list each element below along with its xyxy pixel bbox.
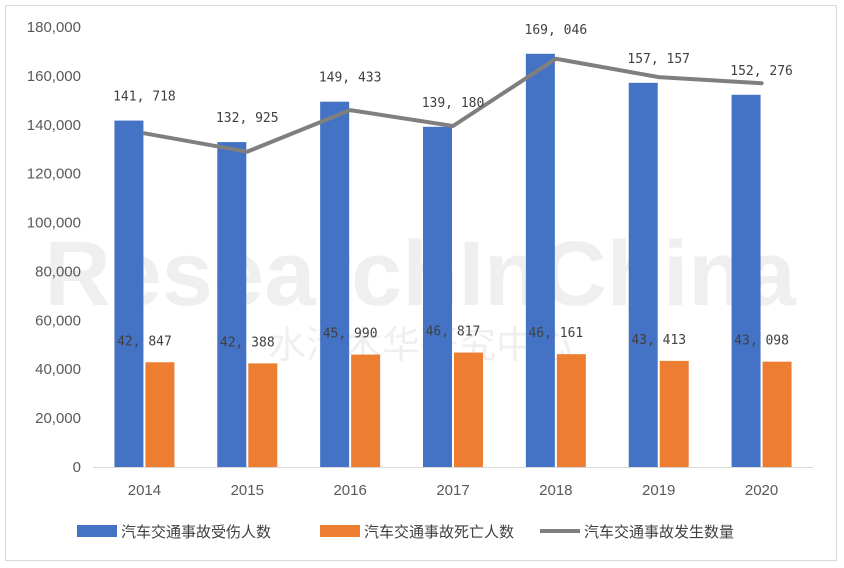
- y-tick-label: 100,000: [27, 215, 81, 232]
- death-bar: [145, 362, 175, 467]
- death-data-label: 43, 098: [734, 334, 789, 349]
- injured-bar: [217, 142, 247, 468]
- legend-label: 汽车交通事故死亡人数: [364, 523, 514, 541]
- injured-data-label: 169, 046: [525, 23, 588, 38]
- x-tick-label: 2019: [642, 482, 675, 499]
- legend: 汽车交通事故受伤人数 汽车交通事故死亡人数 汽车交通事故发生数量: [77, 523, 734, 541]
- legend-swatch-bar: [320, 525, 360, 537]
- x-axis: 2014 2015 2016 2017 2018 2019 2020: [93, 467, 813, 499]
- x-tick-label: 2017: [436, 482, 469, 499]
- y-tick-label: 160,000: [27, 68, 81, 85]
- death-data-label: 42, 388: [220, 335, 275, 350]
- death-bar: [556, 354, 586, 467]
- x-tick-label: 2014: [128, 482, 161, 499]
- accidents-line: [142, 56, 764, 154]
- death-data-label: 43, 413: [631, 333, 686, 348]
- chart-frame: [5, 5, 837, 561]
- legend-label: 汽车交通事故受伤人数: [121, 523, 271, 541]
- y-tick-label: 40,000: [35, 361, 81, 378]
- y-tick-label: 120,000: [27, 166, 81, 183]
- injured-bar: [525, 53, 555, 468]
- legend-label: 汽车交通事故发生数量: [584, 523, 734, 541]
- injured-bar: [731, 94, 761, 467]
- y-tick-label: 80,000: [35, 263, 81, 280]
- y-axis: 0 20,000 40,000 60,000 80,000 100,000 120,000 1…: [27, 19, 81, 476]
- line-series-group: [142, 56, 764, 154]
- y-tick-label: 20,000: [35, 410, 81, 427]
- injured-data-label: 132, 925: [216, 111, 279, 126]
- watermark: ResearchInChina 水清木华研究中心: [44, 223, 796, 367]
- y-tick-label: 140,000: [27, 117, 81, 134]
- death-bar: [351, 354, 381, 467]
- y-tick-label: 180,000: [27, 19, 81, 36]
- death-data-label: 46, 161: [528, 326, 583, 341]
- x-tick-label: 2018: [539, 482, 572, 499]
- y-tick-label: 0: [73, 459, 81, 476]
- data-labels-group: 141, 718 132, 925 149, 433 139, 180 169, 046…: [113, 23, 793, 351]
- injured-data-label: 139, 180: [422, 96, 485, 111]
- death-bar: [248, 363, 278, 467]
- x-tick-label: 2015: [231, 482, 264, 499]
- injured-bar: [114, 120, 144, 468]
- death-data-label: 45, 990: [323, 327, 378, 342]
- injured-bar: [423, 126, 452, 467]
- injured-data-label: 152, 276: [730, 64, 793, 79]
- death-data-label: 46, 817: [426, 325, 481, 340]
- y-tick-label: 60,000: [35, 312, 81, 329]
- injured-data-label: 141, 718: [113, 90, 176, 105]
- injured-data-label: 157, 157: [627, 52, 690, 67]
- watermark-line2: 水清木华研究中心: [268, 323, 572, 367]
- x-tick-label: 2020: [745, 482, 778, 499]
- death-bar: [454, 352, 483, 467]
- bar-series-group: [114, 53, 792, 468]
- x-tick-label: 2016: [333, 482, 366, 499]
- death-data-label: 42, 847: [117, 334, 172, 349]
- injured-bar: [320, 101, 350, 467]
- death-bar: [762, 361, 792, 467]
- injured-bar: [628, 82, 658, 468]
- watermark-line1: ResearchInChina: [44, 223, 796, 325]
- death-bar: [659, 360, 689, 467]
- injured-data-label: 149, 433: [319, 71, 382, 86]
- legend-swatch-bar: [77, 525, 117, 537]
